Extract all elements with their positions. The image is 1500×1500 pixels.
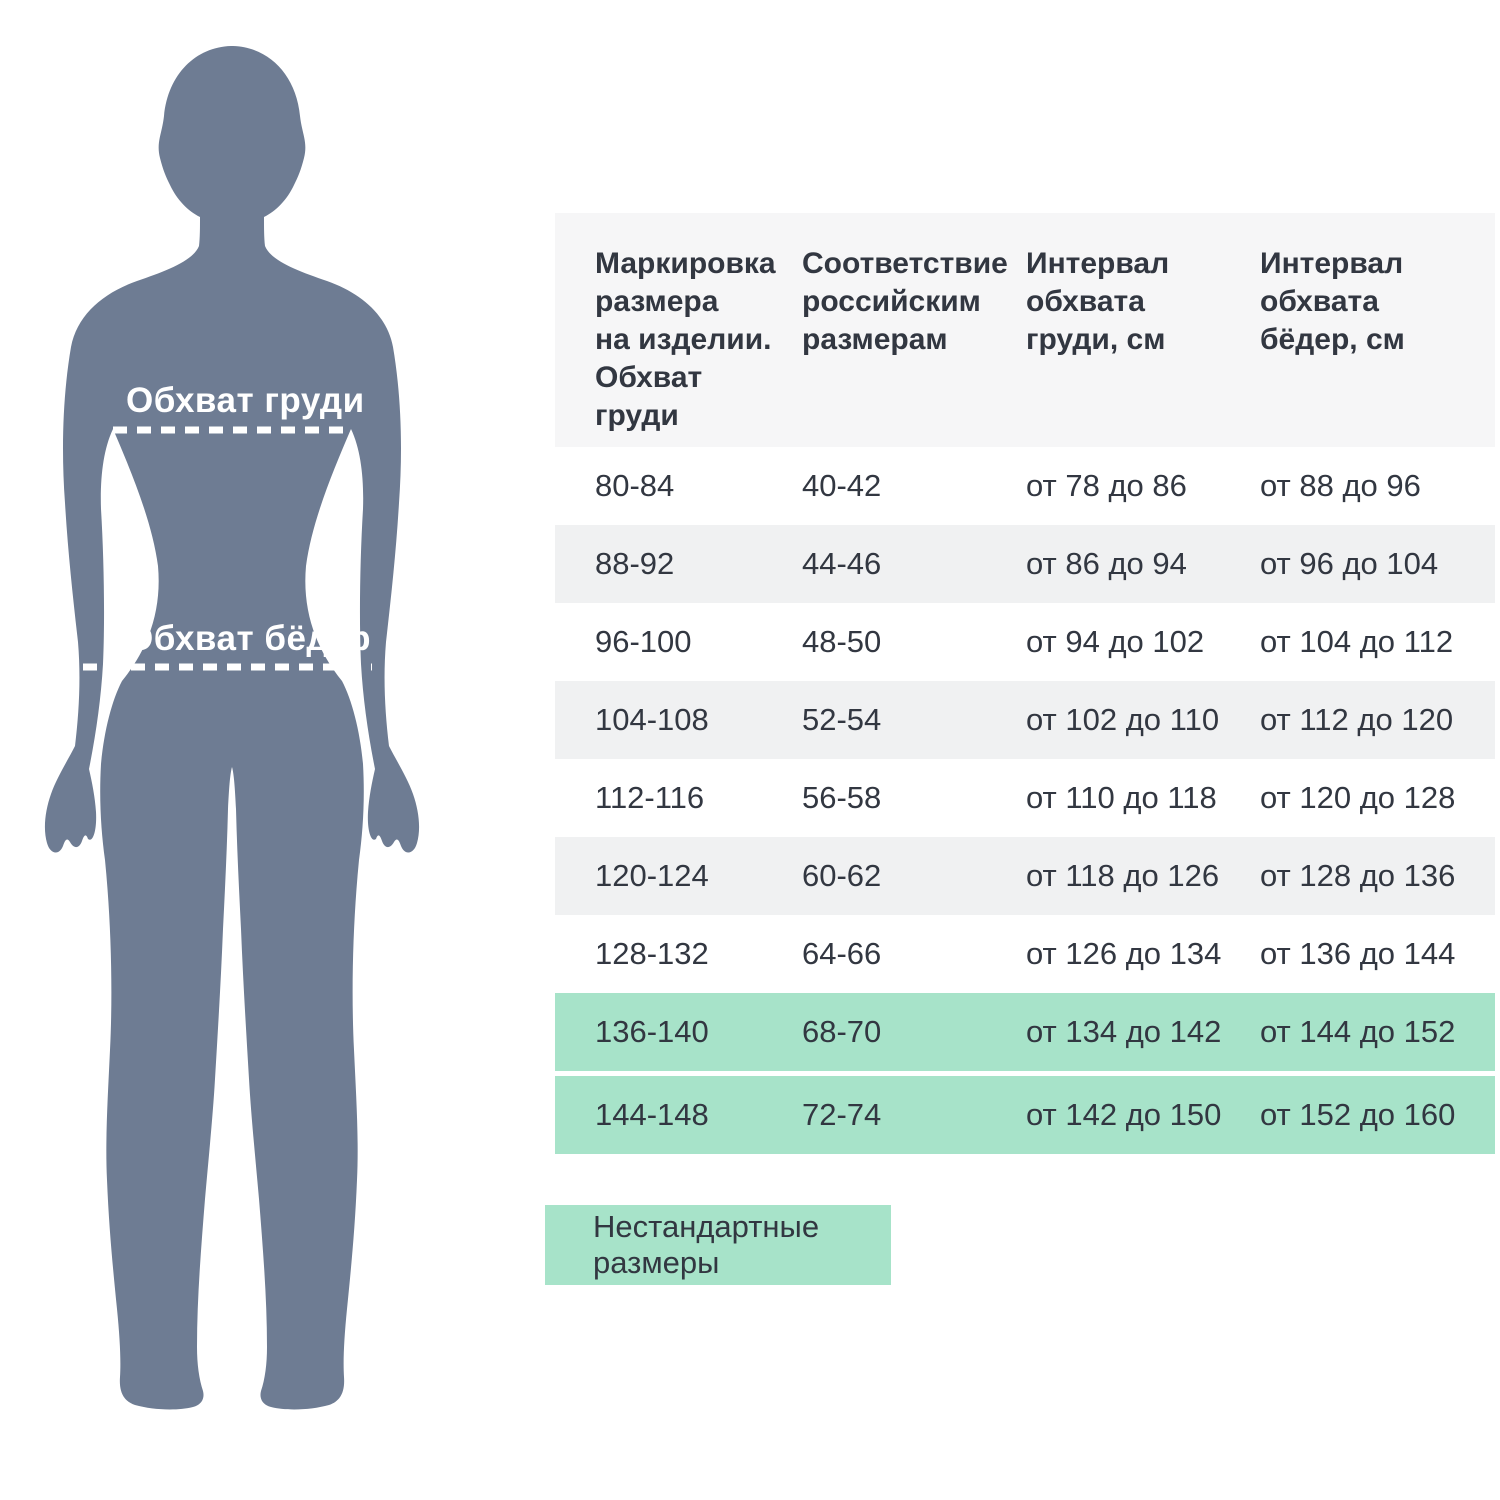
cell-chest: от 94 до 102 — [1026, 624, 1205, 659]
cell-chest: от 110 до 118 — [1026, 780, 1217, 815]
cell-russian: 60-62 — [802, 858, 882, 893]
body-silhouette: Обхват груди Обхват бёдер — [0, 0, 500, 1500]
table-header: Маркировка размера на изделии. Обхват гр… — [555, 213, 1495, 447]
cell-hips: от 112 до 120 — [1260, 702, 1454, 737]
column-header-chest: Интервал обхвата груди, см — [1026, 247, 1170, 356]
cell-marking: 112-116 — [595, 780, 705, 815]
cell-marking: 96-100 — [595, 624, 692, 659]
cell-chest: от 134 до 142 — [1026, 1014, 1222, 1049]
cell-chest: от 78 до 86 — [1026, 468, 1187, 503]
cell-russian: 64-66 — [802, 936, 882, 971]
cell-russian: 52-54 — [802, 702, 882, 737]
table-row: 128-132 64-66 от 126 до 134 от 136 до 144 — [555, 915, 1495, 993]
cell-russian: 48-50 — [802, 624, 882, 659]
cell-hips: от 96 до 104 — [1260, 546, 1439, 581]
cell-russian: 40-42 — [802, 468, 882, 503]
cell-chest: от 86 до 94 — [1026, 546, 1187, 581]
female-body-shape — [44, 46, 420, 1410]
table-body: 80-84 40-42 от 78 до 86 от 88 до 96 88-92 44-… — [555, 447, 1495, 1154]
body-silhouette-svg — [44, 46, 420, 1410]
cell-russian: 72-74 — [802, 1097, 882, 1132]
cell-marking: 136-140 — [595, 1014, 709, 1049]
cell-marking: 88-92 — [595, 546, 675, 581]
legend: Нестандартные размеры — [545, 1205, 891, 1285]
table-row: 96-100 48-50 от 94 до 102 от 104 до 112 — [555, 603, 1495, 681]
cell-chest: от 102 до 110 — [1026, 702, 1220, 737]
cell-hips: от 88 до 96 — [1260, 468, 1421, 503]
table-row: 112-116 56-58 от 110 до 118 от 120 до 128 — [555, 759, 1495, 837]
cell-hips: от 136 до 144 — [1260, 936, 1456, 971]
table-row: 136-140 68-70 от 134 до 142 от 144 до 152 — [555, 993, 1495, 1071]
cell-chest: от 118 до 126 — [1026, 858, 1220, 893]
column-header-hips: Интервал обхвата бёдер, см — [1260, 247, 1405, 356]
cell-russian: 68-70 — [802, 1014, 882, 1049]
chest-label: Обхват груди — [126, 381, 365, 420]
table-row: 88-92 44-46 от 86 до 94 от 96 до 104 — [555, 525, 1495, 603]
size-table: Маркировка размера на изделии. Обхват гр… — [555, 213, 1495, 1154]
cell-russian: 44-46 — [802, 546, 882, 581]
table-row: 144-148 72-74 от 142 до 150 от 152 до 160 — [555, 1076, 1495, 1154]
cell-hips: от 120 до 128 — [1260, 780, 1456, 815]
cell-hips: от 104 до 112 — [1260, 624, 1454, 659]
table-row: 80-84 40-42 от 78 до 86 от 88 до 96 — [555, 447, 1495, 525]
legend-label: Нестандартные размеры — [593, 1209, 820, 1280]
cell-hips: от 144 до 152 — [1260, 1014, 1456, 1049]
table-row: 120-124 60-62 от 118 до 126 от 128 до 136 — [555, 837, 1495, 915]
hip-label: Обхват бёдер — [126, 619, 371, 658]
column-header-russian: Соответствие российским размерам — [802, 247, 1008, 356]
cell-russian: 56-58 — [802, 780, 882, 815]
cell-chest: от 126 до 134 — [1026, 936, 1222, 971]
cell-hips: от 128 до 136 — [1260, 858, 1456, 893]
column-header-marking: Маркировка размера на изделии. Обхват гр… — [595, 247, 776, 432]
cell-hips: от 152 до 160 — [1260, 1097, 1456, 1132]
cell-marking: 104-108 — [595, 702, 709, 737]
cell-marking: 128-132 — [595, 936, 709, 971]
cell-marking: 120-124 — [595, 858, 709, 893]
cell-chest: от 142 до 150 — [1026, 1097, 1222, 1132]
cell-marking: 80-84 — [595, 468, 675, 503]
table-row: 104-108 52-54 от 102 до 110 от 112 до 120 — [555, 681, 1495, 759]
cell-marking: 144-148 — [595, 1097, 709, 1132]
